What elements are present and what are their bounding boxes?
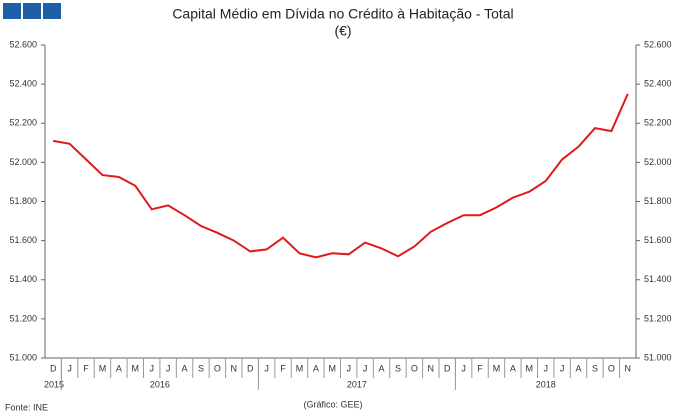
- x-tick-label: S: [198, 363, 204, 373]
- credit: (Gráfico: GEE): [303, 399, 362, 409]
- x-tick-label: J: [560, 363, 565, 373]
- x-tick-label: J: [67, 363, 72, 373]
- y2-tick-label: 51.800: [644, 196, 672, 206]
- logo-block: [3, 3, 21, 19]
- y-tick-label: 52.000: [9, 157, 37, 167]
- x-tick-label: M: [329, 363, 337, 373]
- data-line: [53, 93, 629, 259]
- x-tick-label: S: [395, 363, 401, 373]
- x-tick-label: D: [444, 363, 451, 373]
- year-label: 2016: [150, 379, 170, 389]
- x-tick-label: M: [493, 363, 501, 373]
- logo-block: [23, 3, 41, 19]
- y-tick-label: 51.200: [9, 313, 37, 323]
- x-tick-label: D: [247, 363, 254, 373]
- chart-title: Capital Médio em Dívida no Crédito à Hab…: [172, 6, 513, 22]
- x-tick-label: A: [116, 363, 122, 373]
- x-tick-label: O: [214, 363, 221, 373]
- y-tick-label: 51.000: [9, 352, 37, 362]
- x-tick-label: O: [608, 363, 615, 373]
- y2-tick-label: 52.400: [644, 79, 672, 89]
- x-tick-label: A: [182, 363, 188, 373]
- y2-tick-label: 51.600: [644, 235, 672, 245]
- chart-subtitle: (€): [334, 23, 351, 39]
- x-tick-label: J: [166, 363, 171, 373]
- x-tick-label: F: [83, 363, 89, 373]
- x-tick-label: N: [428, 363, 435, 373]
- y2-tick-label: 52.600: [644, 39, 672, 49]
- y2-tick-label: 52.200: [644, 118, 672, 128]
- x-tick-label: F: [280, 363, 286, 373]
- x-tick-label: J: [346, 363, 351, 373]
- year-label: 2015: [44, 379, 64, 389]
- x-tick-label: J: [461, 363, 466, 373]
- source: Fonte: INE: [5, 402, 48, 412]
- y2-tick-label: 51.400: [644, 274, 672, 284]
- y-tick-label: 52.600: [9, 39, 37, 49]
- y-tick-label: 51.800: [9, 196, 37, 206]
- x-tick-label: J: [363, 363, 368, 373]
- y-tick-label: 51.400: [9, 274, 37, 284]
- year-label: 2018: [536, 379, 556, 389]
- y-tick-label: 52.400: [9, 79, 37, 89]
- x-tick-label: M: [296, 363, 304, 373]
- x-tick-label: J: [543, 363, 548, 373]
- x-tick-label: J: [149, 363, 154, 373]
- x-tick-label: F: [477, 363, 483, 373]
- x-tick-label: M: [132, 363, 140, 373]
- x-tick-label: N: [231, 363, 238, 373]
- x-tick-label: A: [576, 363, 582, 373]
- x-tick-label: M: [99, 363, 107, 373]
- x-tick-label: O: [411, 363, 418, 373]
- x-tick-label: D: [50, 363, 57, 373]
- x-tick-label: N: [625, 363, 632, 373]
- x-tick-label: A: [510, 363, 516, 373]
- y2-tick-label: 51.000: [644, 352, 672, 362]
- x-tick-label: A: [379, 363, 385, 373]
- x-tick-label: A: [313, 363, 319, 373]
- y2-tick-label: 52.000: [644, 157, 672, 167]
- x-tick-label: M: [526, 363, 534, 373]
- y-tick-label: 52.200: [9, 118, 37, 128]
- x-tick-label: J: [264, 363, 269, 373]
- y2-tick-label: 51.200: [644, 313, 672, 323]
- year-label: 2017: [347, 379, 367, 389]
- x-tick-label: S: [592, 363, 598, 373]
- logo-block: [43, 3, 61, 19]
- y-tick-label: 51.600: [9, 235, 37, 245]
